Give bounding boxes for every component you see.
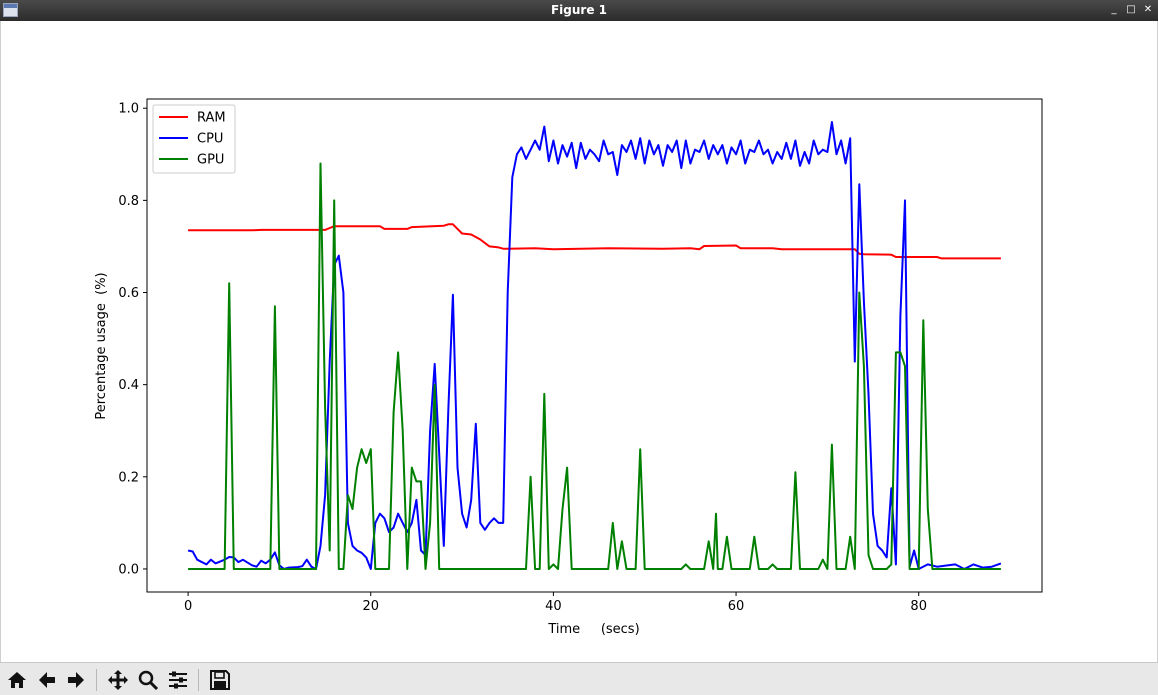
save-button[interactable]	[207, 667, 233, 693]
pan-icon	[108, 670, 128, 690]
figure-canvas: 0 20 40 60 80 0.0 0.2 0.4 0.6 0.8 1.0 RAM CPU GPU Ti…	[0, 21, 1158, 662]
home-button[interactable]	[4, 667, 30, 693]
configure-subplots-icon	[169, 671, 187, 689]
forward-button[interactable]	[63, 667, 89, 693]
close-icon[interactable]: ✕	[1143, 4, 1153, 15]
series-line-gpu	[188, 162, 1001, 570]
y-tick-label: 0.6	[118, 286, 139, 301]
x-axis-label: Time (secs)	[547, 622, 639, 637]
y-tick-label: 0.8	[118, 194, 139, 209]
series-layer	[187, 121, 1002, 570]
legend-box	[152, 104, 236, 174]
y-axis-label: Percentage usage (%)	[94, 272, 109, 419]
maximize-icon[interactable]: □	[1126, 4, 1136, 15]
configure-subplots-button[interactable]	[165, 667, 191, 693]
window-titlebar: Figure 1 _ □ ✕	[0, 0, 1158, 22]
legend-label-cpu: CPU	[197, 132, 223, 147]
zoom-icon	[138, 670, 159, 691]
legend-label-ram: RAM	[197, 111, 226, 126]
x-tick-label: 0	[184, 599, 192, 614]
y-tick-label: 0.0	[118, 562, 139, 577]
navigation-toolbar	[0, 662, 1158, 695]
legend: RAM CPU GPU	[152, 104, 236, 174]
toolbar-separator	[198, 669, 199, 691]
ticks-layer: 0 20 40 60 80 0.0 0.2 0.4 0.6 0.8 1.0	[118, 102, 927, 614]
series-line-cpu	[187, 121, 1002, 570]
zoom-button[interactable]	[135, 667, 161, 693]
back-button[interactable]	[34, 667, 60, 693]
legend-label-gpu: GPU	[197, 153, 224, 168]
back-arrow-icon	[39, 672, 55, 688]
chart-svg: 0 20 40 60 80 0.0 0.2 0.4 0.6 0.8 1.0 RAM CPU GPU Ti…	[94, 98, 1043, 637]
x-tick-label: 60	[728, 599, 745, 614]
x-tick-label: 80	[910, 599, 927, 614]
home-icon	[8, 672, 26, 688]
forward-arrow-icon	[68, 672, 84, 688]
series-line-ram	[188, 223, 1001, 260]
pan-button[interactable]	[105, 667, 131, 693]
y-tick-label: 1.0	[118, 102, 139, 117]
y-tick-label: 0.2	[118, 470, 139, 485]
plot-area-frame	[146, 98, 1043, 593]
y-tick-label: 0.4	[118, 378, 139, 393]
x-tick-label: 20	[362, 599, 379, 614]
x-tick-label: 40	[545, 599, 562, 614]
window-title: Figure 1	[550, 3, 608, 17]
minimize-icon[interactable]: _	[1111, 4, 1117, 15]
save-icon	[210, 670, 230, 690]
toolbar-separator	[96, 669, 97, 691]
app-window-icon	[3, 3, 18, 17]
